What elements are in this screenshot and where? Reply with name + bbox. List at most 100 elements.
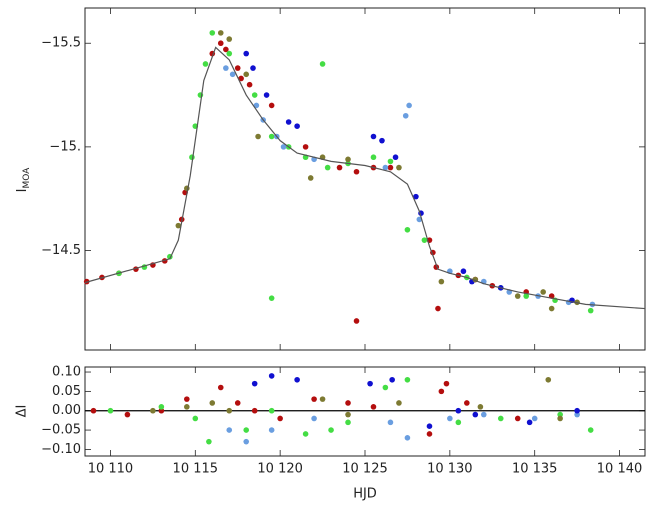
x-tick-label: 10 110 [88, 462, 134, 477]
y-tick-label: −15.5 [41, 36, 81, 51]
data-point [250, 65, 256, 71]
y-tick-label: 0.00 [52, 403, 81, 418]
data-point [243, 438, 250, 445]
data-point [280, 144, 287, 150]
data-point [557, 415, 563, 422]
data-point [345, 419, 351, 426]
data-point [477, 404, 484, 410]
data-point [319, 396, 326, 402]
data-point [421, 237, 428, 243]
data-point [184, 396, 190, 402]
data-point [192, 415, 199, 422]
data-point [251, 380, 258, 387]
data-point [302, 144, 309, 150]
data-point [184, 404, 190, 410]
data-point [189, 154, 195, 161]
data-point [557, 411, 563, 418]
data-point [226, 407, 233, 414]
x-axis-label: HJD [353, 487, 377, 502]
data-point [268, 407, 275, 414]
model-curve [84, 46, 646, 310]
data-point [443, 380, 450, 387]
data-point [426, 431, 433, 437]
data-point [531, 415, 538, 422]
data-point [447, 415, 453, 422]
x-tick-label: 10 130 [427, 462, 473, 477]
data-point [107, 407, 114, 414]
data-point [389, 376, 395, 383]
y-tick-label: −0.10 [41, 442, 81, 457]
data-point [223, 46, 229, 53]
data-point [464, 400, 470, 406]
data-point [523, 293, 530, 299]
data-point [353, 318, 360, 324]
data-point [206, 438, 212, 445]
data-point [455, 419, 462, 426]
x-tick-label: 10 120 [257, 462, 303, 477]
data-point [404, 226, 411, 233]
data-point [223, 65, 229, 71]
data-point [246, 81, 253, 88]
data-point [158, 407, 165, 414]
y-tick-label: −14.5 [41, 243, 81, 258]
data-point [124, 411, 131, 418]
data-point [406, 102, 412, 109]
data-point [497, 415, 504, 422]
data-point [251, 92, 258, 98]
data-point [294, 123, 300, 129]
data-point [90, 407, 97, 414]
data-point [379, 137, 385, 144]
data-point [404, 376, 411, 383]
data-point [370, 133, 377, 140]
data-point [158, 404, 165, 410]
data-point [268, 295, 275, 301]
data-point [234, 400, 241, 406]
data-point [545, 376, 552, 383]
y-tick-label: −0.05 [41, 423, 81, 438]
data-point [387, 164, 394, 171]
data-point [402, 112, 409, 119]
data-point [268, 427, 275, 433]
y-axis-label-sub: MOA [22, 167, 32, 189]
data-point [336, 164, 343, 171]
data-point [268, 373, 275, 379]
data-point [307, 175, 314, 181]
data-point [324, 164, 331, 171]
data-point [370, 154, 377, 161]
data-point [311, 415, 317, 422]
data-point [480, 411, 487, 418]
data-point [345, 400, 351, 406]
data-point [514, 415, 521, 422]
data-point [150, 407, 156, 414]
data-point [302, 431, 309, 437]
y-axis-label: IMOA [15, 167, 32, 193]
data-point [268, 133, 275, 140]
data-point [238, 75, 244, 82]
data-point [382, 384, 389, 391]
data-point [587, 427, 594, 433]
data-point [426, 423, 433, 430]
data-point [574, 407, 580, 414]
y-tick-label: 0.05 [52, 384, 81, 399]
data-point [387, 158, 394, 165]
data-point [243, 50, 250, 57]
data-point [574, 411, 580, 418]
x-tick-label: 10 125 [342, 462, 388, 477]
y-axis-label: ΔI [15, 405, 30, 418]
data-point [243, 71, 250, 78]
data-point [526, 419, 533, 426]
y-tick-label: 0.10 [52, 365, 81, 380]
data-point [175, 222, 182, 229]
data-point [277, 415, 283, 422]
plot-frame [84, 366, 646, 457]
data-point [353, 168, 360, 175]
data-point [345, 411, 351, 418]
data-point [438, 388, 445, 395]
data-point [367, 380, 373, 387]
y-axis-label-main: I [15, 189, 30, 193]
data-point [455, 407, 462, 414]
data-point [243, 427, 250, 433]
data-point [217, 384, 224, 391]
x-tick-label: 10 140 [597, 462, 643, 477]
